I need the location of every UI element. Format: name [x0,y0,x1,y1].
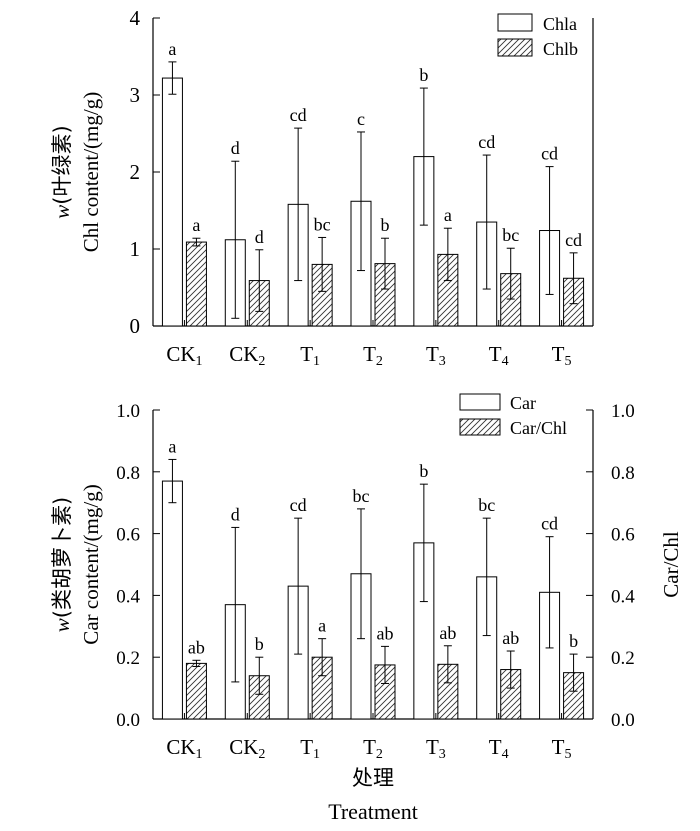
x-axis-label-cn: 处理 [352,766,394,790]
y2-tick-label: 1.0 [611,401,635,422]
y-axis-label-cn: w(叶绿素) [50,125,74,218]
legend-swatch [497,13,533,32]
bar-chlb [185,241,207,327]
significance-letter: ab [377,623,394,643]
significance-letter: b [419,65,428,85]
x-tick-label: T4 [489,735,509,762]
significance-letter: d [231,504,240,524]
x-tick-label: T3 [426,735,446,762]
significance-letter: bc [478,495,495,515]
y-tick-label: 0.0 [116,710,140,731]
significance-letter: cd [290,105,307,125]
legend-label: Car [510,393,536,413]
y-tick-label: 2 [130,160,141,184]
y2-axis-label: Car/Chl [659,531,683,598]
bar-car-chl [185,662,207,720]
x-tick-label: T2 [363,342,383,369]
x-tick-label: CK2 [229,735,265,762]
significance-letter: a [318,616,326,636]
y-tick-label: 0.2 [116,648,140,669]
x-tick-label: CK1 [166,735,202,762]
significance-letter: bc [353,486,370,506]
x-tick-label: CK2 [229,342,265,369]
y-tick-label: 1 [130,237,141,261]
y2-tick-label: 0.6 [611,525,635,546]
significance-letter: cd [478,132,495,152]
significance-letter: d [255,227,264,247]
y2-tick-label: 0.0 [611,710,635,731]
x-tick-label: T5 [552,342,572,369]
y-tick-label: 0.4 [116,586,140,607]
y2-tick-label: 0.4 [611,586,635,607]
significance-letter: b [419,461,428,481]
y-tick-label: 3 [130,83,141,107]
significance-letter: cd [541,144,558,164]
x-tick-label: T1 [300,735,320,762]
x-tick-label: CK1 [166,342,202,369]
bar-chla [161,77,183,327]
y-tick-label: 4 [130,6,141,30]
significance-letter: ab [188,637,205,657]
chart-1: 0 1 2 3 4 a a CK1 d d CK2 cd bc T1 c b T2 b a T3 cd bc T4 cd cd T… [50,6,594,369]
x-tick-label: T4 [489,342,509,369]
y-tick-label: 0.6 [116,525,140,546]
significance-letter: cd [290,495,307,515]
legend-label: Car/Chl [510,418,567,438]
significance-letter: a [444,205,452,225]
significance-letter: ab [502,628,519,648]
significance-letter: cd [565,230,582,250]
legend-swatch [459,418,501,436]
significance-letter: cd [541,514,558,534]
x-axis-label: Treatment [328,799,418,824]
x-tick-label: T3 [426,342,446,369]
significance-letter: a [168,39,176,59]
significance-letter: bc [314,214,331,234]
significance-letter: bc [502,225,519,245]
y-axis-label-cn: w(类胡萝卜素) [50,497,74,632]
y-axis-label: Chl content/(mg/g) [79,92,103,252]
significance-letter: b [381,215,390,235]
y-tick-label: 1.0 [116,401,140,422]
y-tick-label: 0 [130,314,141,338]
x-tick-label: T1 [300,342,320,369]
significance-letter: b [569,631,578,651]
bar-car [161,480,183,720]
significance-letter: b [255,634,264,654]
significance-letter: a [192,215,200,235]
significance-letter: a [168,436,176,456]
legend-swatch [497,38,533,57]
significance-letter: d [231,138,240,158]
y2-tick-label: 0.8 [611,463,635,484]
significance-letter: ab [439,623,456,643]
y-tick-label: 0.8 [116,463,140,484]
y2-tick-label: 0.2 [611,648,635,669]
chart-2: 0.0 0.00.2 0.20.4 0.40.6 0.60.8 0.81.0 1.0aabC… [50,393,683,824]
legend-label: Chlb [543,39,578,59]
x-tick-label: T2 [363,735,383,762]
legend-label: Chla [543,14,577,34]
significance-letter: c [357,109,365,129]
legend-swatch [459,393,501,411]
x-tick-label: T5 [552,735,572,762]
y-axis-label: Car content/(mg/g) [79,484,103,644]
